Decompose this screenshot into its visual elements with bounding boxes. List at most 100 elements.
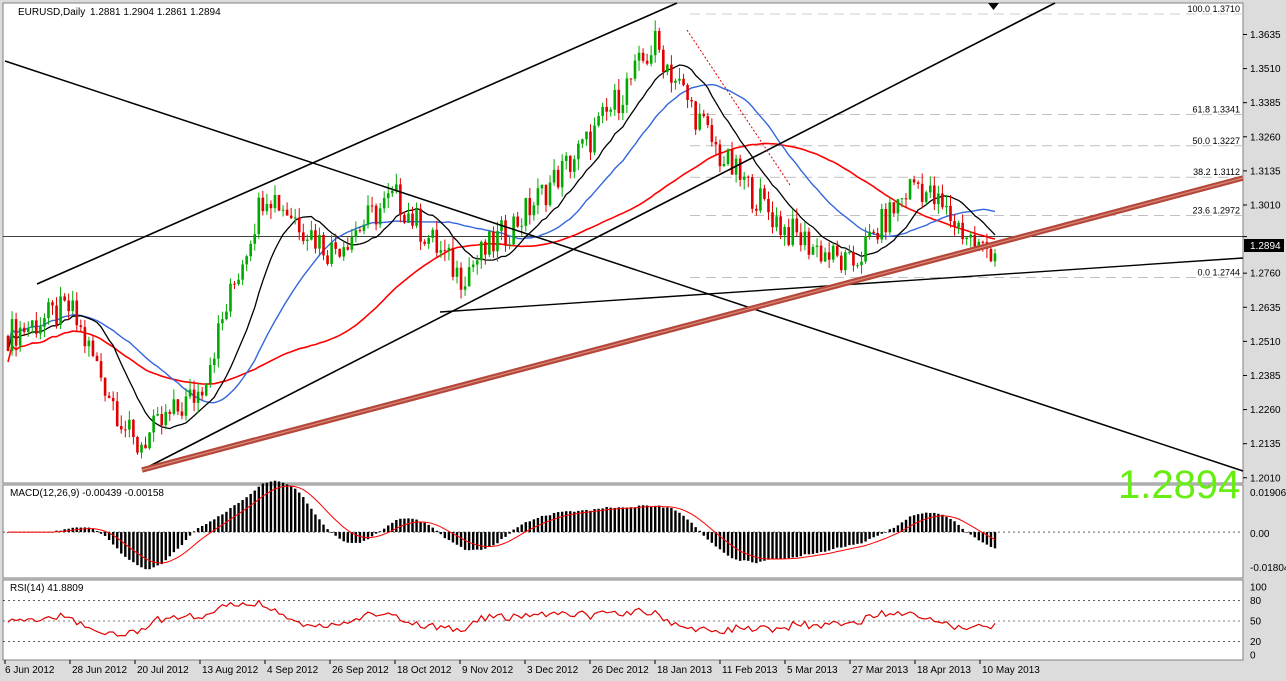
macd-title: MACD(12,26,9) -0.00439 -0.00158: [10, 488, 164, 499]
candle-body: [823, 252, 827, 262]
macd-bar: [346, 532, 349, 543]
candle-body: [176, 399, 180, 412]
macd-bar: [779, 532, 782, 559]
macd-bar: [261, 483, 265, 533]
macd-bar: [613, 507, 616, 533]
price-panel[interactable]: [2, 2, 1244, 484]
rsi-tick-label: 50: [1250, 617, 1262, 628]
macd-bar: [775, 532, 778, 560]
macd-bar: [443, 532, 447, 539]
candle-body: [662, 49, 665, 73]
x-tick-label: 3 Dec 2012: [527, 665, 579, 676]
macd-bar: [265, 482, 269, 533]
fib-label: 50.0 1.3227: [1192, 136, 1240, 146]
trendlines[interactable]: [4, 2, 1244, 473]
candle-body: [144, 444, 147, 449]
candle-body: [686, 85, 689, 100]
macd-bar: [330, 532, 333, 533]
macd-bar: [188, 532, 192, 536]
candle-body: [71, 300, 75, 312]
macd-bar: [500, 532, 503, 540]
candle-body: [714, 141, 718, 145]
macd-bar: [451, 532, 455, 543]
candle-body: [795, 218, 799, 233]
macd-bar: [678, 512, 681, 533]
candle-body: [969, 234, 973, 238]
candle-body: [524, 198, 528, 226]
candle-body: [811, 247, 815, 255]
macd-bar: [528, 521, 532, 533]
macd-bar: [480, 532, 483, 550]
macd-bar: [411, 518, 414, 533]
candle-body: [852, 251, 855, 266]
macd-bar: [900, 522, 904, 533]
macd-bar: [455, 532, 459, 545]
macd-bar: [136, 532, 139, 566]
rsi-title: RSI(14) 41.8809: [10, 583, 84, 594]
trendline-brown-highlight: [141, 177, 1244, 471]
macd-bar: [253, 490, 256, 533]
candle-body: [556, 169, 560, 188]
candle-body: [577, 143, 580, 160]
macd-bar: [128, 532, 131, 560]
channel-lower-line: [141, 2, 1056, 471]
candle-body: [427, 237, 430, 244]
macd-bar: [674, 510, 677, 533]
candle-body: [95, 355, 99, 362]
macd-bar: [945, 516, 948, 533]
macd-bar: [362, 532, 366, 541]
macd-bar: [269, 481, 273, 533]
candle-body: [605, 106, 608, 112]
candle-body: [156, 414, 159, 416]
candle-body: [374, 205, 378, 225]
macd-bar: [823, 532, 827, 552]
candle-body: [467, 267, 471, 287]
ohlc-label: 1.2881 1.2904 1.2861 1.2894: [90, 7, 221, 18]
macd-bar: [759, 532, 762, 562]
macd-bar: [516, 527, 519, 533]
candle-body: [265, 203, 269, 212]
candle-body: [338, 248, 341, 257]
macd-bar: [937, 513, 940, 533]
rsi-tick-label: 100: [1250, 583, 1267, 594]
x-tick-label: 9 Nov 2012: [462, 665, 514, 676]
macd-bar: [819, 532, 823, 552]
candle-body: [613, 89, 617, 110]
macd-bar: [196, 528, 200, 533]
candle-body: [924, 192, 928, 202]
candle-body: [678, 78, 681, 81]
macd-bar: [848, 532, 851, 546]
candle-body: [148, 432, 151, 449]
macd-bar: [140, 532, 143, 568]
candle-body: [277, 195, 281, 211]
y-tick-label: 1.2010: [1250, 473, 1281, 484]
macd-bar: [941, 514, 944, 533]
rsi-panel[interactable]: [2, 579, 1244, 661]
macd-bar: [690, 522, 693, 533]
macd-bar: [467, 532, 471, 551]
macd-bar: [217, 516, 220, 533]
macd-tick-label: -0.01804: [1250, 563, 1286, 574]
candle-body: [208, 365, 212, 384]
fib-label: 23.6 1.2972: [1192, 205, 1240, 215]
candle-body: [961, 222, 964, 240]
macd-bar: [176, 532, 180, 549]
candle-body: [358, 230, 362, 232]
candle-body: [540, 184, 544, 189]
candle-body: [674, 80, 677, 83]
macd-bar: [552, 513, 556, 533]
macd-bar: [111, 532, 115, 545]
macd-bar: [192, 531, 196, 533]
candle-body: [237, 279, 240, 285]
chart-shift-marker-icon[interactable]: [988, 3, 999, 10]
candle-body: [516, 216, 519, 227]
macd-bar: [633, 507, 637, 533]
symbol-label: EURUSD,Daily: [18, 7, 85, 18]
macd-bar: [852, 532, 855, 545]
macd-bar: [856, 532, 859, 544]
candle-body: [168, 411, 172, 414]
candle-body: [87, 340, 91, 347]
candle-body: [415, 208, 418, 226]
macd-bar: [836, 532, 839, 548]
